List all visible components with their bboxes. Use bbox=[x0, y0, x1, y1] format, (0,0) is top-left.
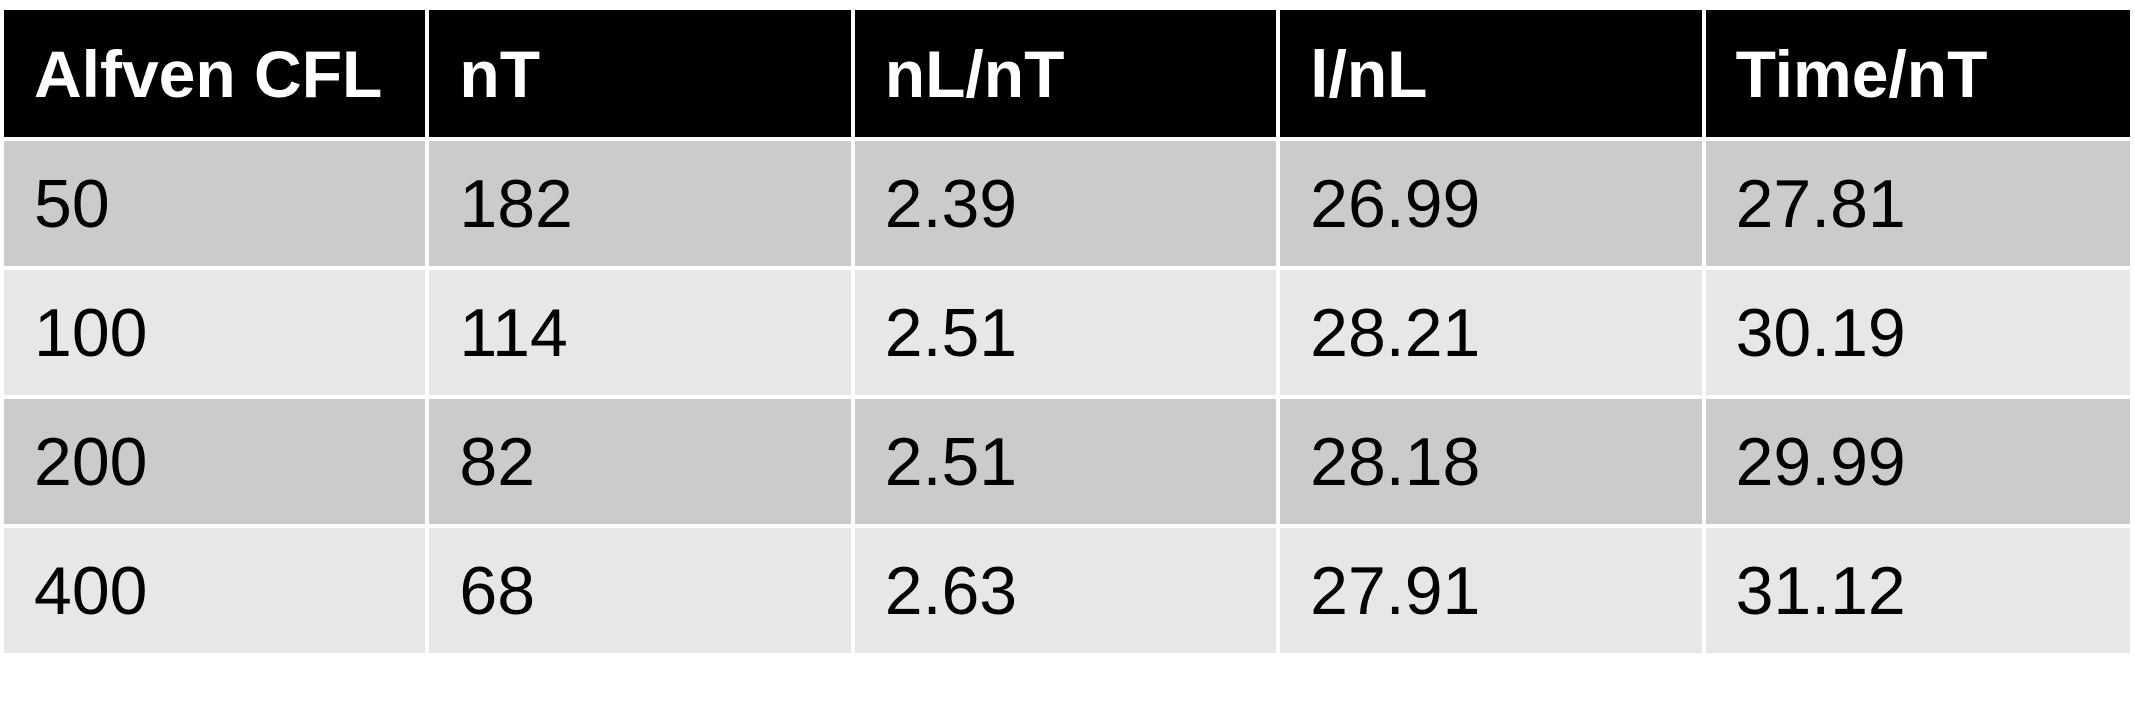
results-table: Alfven CFL nT nL/nT l/nL Time/nT 50 182 … bbox=[0, 6, 2134, 657]
header-cell-time-nt: Time/nT bbox=[1705, 10, 2130, 137]
table-cell: 26.99 bbox=[1280, 141, 1702, 266]
table-cell: 2.51 bbox=[854, 270, 1277, 395]
table-cell: 27.91 bbox=[1280, 528, 1702, 653]
table-cell: 2.63 bbox=[854, 528, 1277, 653]
table-row: 50 182 2.39 26.99 27.81 bbox=[4, 141, 2130, 266]
table-cell: 400 bbox=[4, 528, 426, 653]
table-cell: 30.19 bbox=[1705, 270, 2130, 395]
table-cell: 100 bbox=[4, 270, 426, 395]
table-body: 50 182 2.39 26.99 27.81 100 114 2.51 28.… bbox=[4, 141, 2130, 653]
header-cell-alfven-cfl: Alfven CFL bbox=[4, 10, 426, 137]
table-cell: 27.81 bbox=[1705, 141, 2130, 266]
table-row: 100 114 2.51 28.21 30.19 bbox=[4, 270, 2130, 395]
header-cell-nt: nT bbox=[429, 10, 851, 137]
table-cell: 31.12 bbox=[1705, 528, 2130, 653]
header-row: Alfven CFL nT nL/nT l/nL Time/nT bbox=[4, 10, 2130, 137]
table-cell: 50 bbox=[4, 141, 426, 266]
table-cell: 182 bbox=[429, 141, 851, 266]
table-cell: 28.18 bbox=[1280, 399, 1702, 524]
header-cell-nl-nt: nL/nT bbox=[854, 10, 1277, 137]
table-cell: 28.21 bbox=[1280, 270, 1702, 395]
table-cell: 2.51 bbox=[854, 399, 1277, 524]
table-cell: 29.99 bbox=[1705, 399, 2130, 524]
table-cell: 2.39 bbox=[854, 141, 1277, 266]
table-cell: 82 bbox=[429, 399, 851, 524]
table-cell: 200 bbox=[4, 399, 426, 524]
table-cell: 114 bbox=[429, 270, 851, 395]
table-cell: 68 bbox=[429, 528, 851, 653]
header-cell-l-nl: l/nL bbox=[1280, 10, 1702, 137]
table-row: 200 82 2.51 28.18 29.99 bbox=[4, 399, 2130, 524]
results-table-container: Alfven CFL nT nL/nT l/nL Time/nT 50 182 … bbox=[4, 10, 2130, 653]
table-row: 400 68 2.63 27.91 31.12 bbox=[4, 528, 2130, 653]
table-header: Alfven CFL nT nL/nT l/nL Time/nT bbox=[4, 10, 2130, 137]
